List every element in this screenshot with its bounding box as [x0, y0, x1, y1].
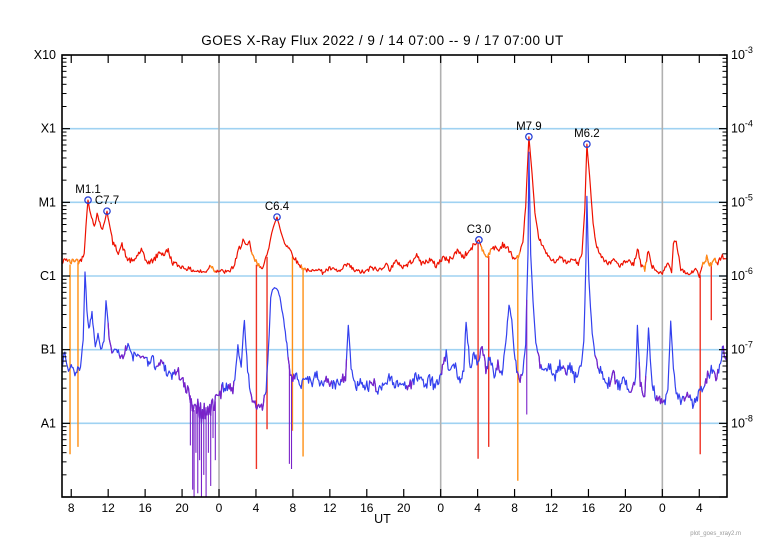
y-axis-left-label: M1 [39, 195, 56, 209]
y-axis-right-label: 10-6 [731, 266, 753, 283]
short-wavelength-xray-overlay-segment [118, 345, 127, 360]
flare-peak-marker [583, 140, 591, 148]
x-tick-label: 4 [696, 501, 703, 515]
long-wavelength-xray-overlay-segment [642, 261, 648, 272]
x-tick-label: 8 [68, 501, 75, 515]
short-wavelength-xray-overlay-segment [628, 381, 636, 393]
short-wavelength-xray-overlay-segment [249, 391, 265, 411]
x-tick-label: 12 [323, 501, 337, 515]
short-wavelength-xray-overlay-segment [156, 359, 165, 367]
script-name-caption: plot_goes_xray2.m [690, 531, 741, 537]
y-axis-left-label: C1 [40, 269, 56, 283]
short-wavelength-xray-overlay-segment [340, 359, 348, 383]
x-axis-label: UT [374, 512, 391, 526]
short-wavelength-xray-overlay-segment [638, 362, 647, 398]
long-wavelength-xray-series [62, 136, 727, 278]
short-wavelength-xray-overlay-segment [594, 354, 600, 370]
x-tick-label: 0 [659, 501, 666, 515]
x-tick-label: 12 [545, 501, 559, 515]
short-wavelength-xray-overlay-segment [516, 371, 523, 383]
long-wavelength-xray-overlay-segment [701, 254, 718, 267]
x-tick-label: 4 [253, 501, 260, 515]
long-wavelength-xray-overlay-segment [209, 264, 216, 273]
x-tick-label: 8 [290, 501, 297, 515]
x-tick-label: 4 [474, 501, 481, 515]
y-axis-right-label: 10-7 [731, 340, 753, 357]
short-wavelength-xray-overlay-segment [683, 391, 691, 402]
x-tick-label: 16 [360, 501, 374, 515]
flare-label: C7.7 [95, 195, 119, 207]
y-axis-left-label: X1 [41, 122, 56, 136]
short-wavelength-xray-overlay-segment [479, 346, 488, 375]
y-axis-right-label: 10-3 [731, 45, 753, 62]
y-axis-left-label: B1 [41, 343, 56, 357]
x-tick-label: 12 [102, 501, 116, 515]
long-wavelength-xray-overlay-segment [67, 258, 81, 265]
short-wavelength-xray-overlay-segment [713, 369, 719, 382]
y-axis-right-label: 10-4 [731, 119, 753, 136]
x-tick-label: 8 [511, 501, 518, 515]
short-wavelength-xray-overlay-segment [405, 379, 413, 391]
flare-peak-marker [475, 236, 483, 244]
short-wavelength-xray-overlay-segment [107, 322, 114, 354]
short-wavelength-xray-overlay-segment [227, 381, 235, 395]
short-wavelength-xray-overlay-segment [722, 345, 727, 360]
flare-label: M1.1 [75, 184, 101, 196]
flare-label: C6.4 [265, 201, 290, 213]
long-wavelength-xray-overlay-segment [250, 251, 261, 268]
short-wavelength-xray-overlay-segment [609, 369, 617, 387]
x-tick-label: 20 [397, 501, 411, 515]
flare-label: M6.2 [574, 128, 600, 140]
y-axis-right-label: 10-8 [731, 413, 753, 430]
short-wavelength-xray-overlay-segment [495, 359, 501, 373]
short-wavelength-xray-overlay-segment [536, 351, 542, 369]
long-wavelength-xray-overlay-segment [515, 251, 521, 259]
short-wavelength-xray-overlay-segment [138, 354, 146, 359]
flare-label: C3.0 [467, 224, 491, 236]
long-wavelength-xray-overlay-segment [300, 264, 307, 271]
short-wavelength-xray-overlay-segment [324, 375, 333, 387]
x-tick-label: 0 [216, 501, 223, 515]
flare-label: M7.9 [516, 121, 542, 133]
x-tick-label: 0 [437, 501, 444, 515]
y-axis-left-label: A1 [41, 416, 56, 430]
short-wavelength-xray-overlay-segment [562, 365, 568, 376]
x-tick-label: 16 [582, 501, 596, 515]
short-wavelength-xray-overlay-segment [655, 395, 665, 405]
short-wavelength-xray-overlay-segment [369, 378, 377, 392]
x-tick-label: 20 [175, 501, 189, 515]
series-layer [62, 136, 727, 497]
short-wavelength-xray-series [62, 151, 727, 424]
y-axis-right-label: 10-5 [731, 192, 753, 209]
long-wavelength-xray-overlay-segment [480, 244, 492, 258]
y-axis-left-label: X10 [34, 48, 56, 62]
flare-peak-marker [525, 132, 533, 141]
flare-peak-marker [103, 207, 111, 216]
short-wavelength-xray-overlay-segment [441, 356, 446, 375]
x-tick-label: 20 [619, 501, 633, 515]
x-tick-label: 16 [138, 501, 152, 515]
short-wavelength-xray-overlay-segment [704, 370, 710, 386]
chart-title: GOES X-Ray Flux 2022 / 9 / 14 07:00 -- 9… [201, 33, 564, 48]
flare-peak-marker [273, 213, 281, 221]
flare-peak-marker [84, 196, 92, 204]
